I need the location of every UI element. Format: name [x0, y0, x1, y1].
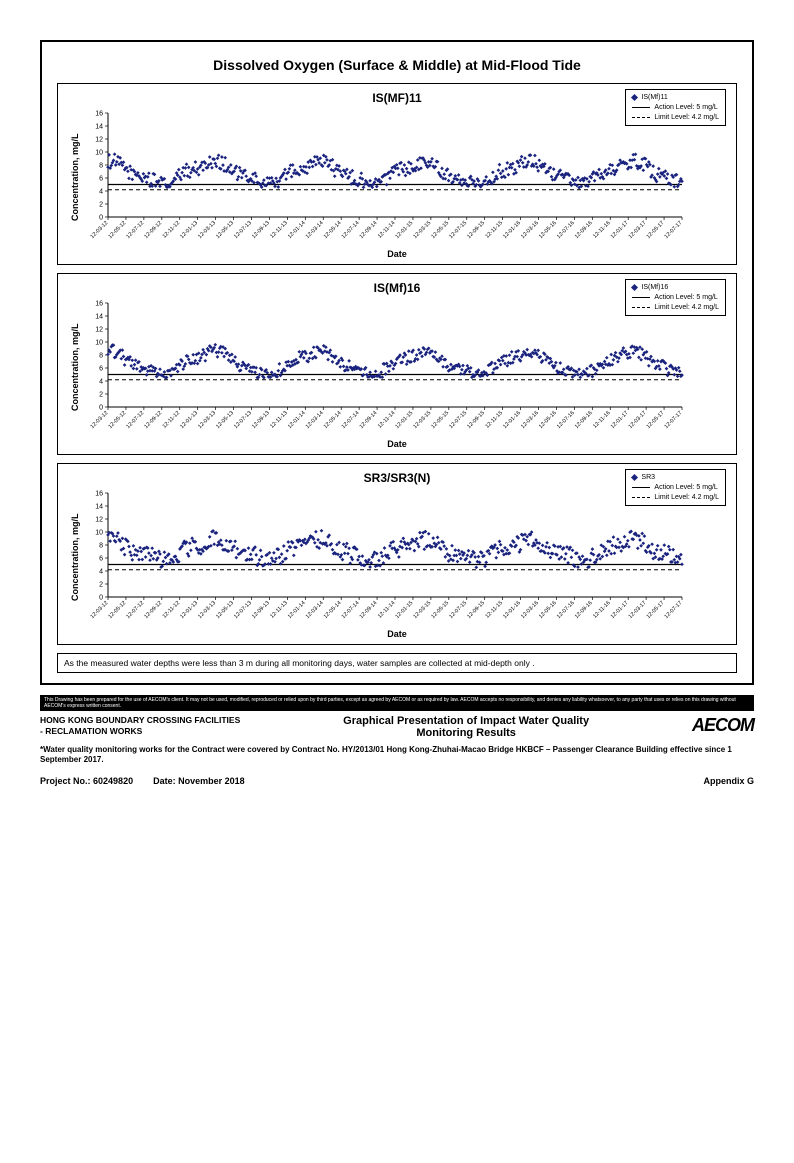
svg-text:12: 12	[95, 327, 103, 334]
footer-left: HONG KONG BOUNDARY CROSSING FACILITIES -…	[40, 715, 240, 737]
date-value: November 2018	[178, 776, 245, 786]
legend-series: IS(Mf)11	[632, 93, 719, 103]
svg-text:6: 6	[99, 556, 103, 563]
svg-text:10: 10	[95, 340, 103, 347]
legend-series: SR3	[632, 473, 719, 483]
depth-note: As the measured water depths were less t…	[57, 653, 737, 673]
legend-action-label: Action Level: 5 mg/L	[654, 483, 717, 493]
charts-container: IS(Mf)11 Action Level: 5 mg/L Limit Leve…	[57, 83, 737, 645]
legend-series-label: SR3	[641, 473, 655, 483]
svg-text:2: 2	[99, 582, 103, 589]
legend-action: Action Level: 5 mg/L	[632, 103, 719, 113]
x-axis-label: Date	[68, 249, 726, 259]
legend-limit: Limit Level: 4.2 mg/L	[632, 493, 719, 503]
solid-line-icon	[632, 107, 650, 108]
footer-title-2: Monitoring Results	[240, 727, 692, 739]
legend-action-label: Action Level: 5 mg/L	[654, 103, 717, 113]
svg-text:6: 6	[99, 176, 103, 183]
x-axis-label: Date	[68, 629, 726, 639]
diamond-icon	[631, 474, 638, 481]
svg-text:2: 2	[99, 202, 103, 209]
project-info: Project No.: 60249820 Date: November 201…	[40, 776, 245, 786]
project-no-label: Project No.:	[40, 776, 91, 786]
footer-facility-2: - RECLAMATION WORKS	[40, 726, 240, 737]
svg-text:12: 12	[95, 517, 103, 524]
footer-center: Graphical Presentation of Impact Water Q…	[240, 715, 692, 739]
legend-series-label: IS(Mf)16	[641, 283, 668, 293]
legend-action: Action Level: 5 mg/L	[632, 483, 719, 493]
legend-series-label: IS(Mf)11	[641, 93, 667, 103]
svg-text:16: 16	[95, 491, 103, 498]
svg-text:4: 4	[99, 189, 103, 196]
page-frame: Dissolved Oxygen (Surface & Middle) at M…	[40, 40, 754, 685]
date-label: Date:	[153, 776, 176, 786]
svg-text:2: 2	[99, 392, 103, 399]
svg-text:16: 16	[95, 301, 103, 308]
legend-action: Action Level: 5 mg/L	[632, 293, 719, 303]
svg-text:0: 0	[99, 595, 103, 602]
dash-line-icon	[632, 497, 650, 498]
solid-line-icon	[632, 487, 650, 488]
disclaimer-bar: This Drawing has been prepared for the u…	[40, 695, 754, 711]
y-axis-label: Concentration, mg/L	[68, 107, 80, 247]
footer-title-1: Graphical Presentation of Impact Water Q…	[240, 715, 692, 727]
project-no: 60249820	[93, 776, 133, 786]
svg-text:0: 0	[99, 215, 103, 222]
legend-box: IS(Mf)16 Action Level: 5 mg/L Limit Leve…	[625, 279, 726, 316]
svg-text:14: 14	[95, 314, 103, 321]
solid-line-icon	[632, 297, 650, 298]
svg-text:14: 14	[95, 504, 103, 511]
legend-box: SR3 Action Level: 5 mg/L Limit Level: 4.…	[625, 469, 726, 506]
plot-area: 0246810121416 12-03-1212-05-1212-07-1212…	[80, 297, 726, 437]
svg-text:4: 4	[99, 379, 103, 386]
diamond-icon	[631, 94, 638, 101]
svg-text:14: 14	[95, 124, 103, 131]
chart-block: IS(Mf)16 Action Level: 5 mg/L Limit Leve…	[57, 273, 737, 455]
dash-line-icon	[632, 117, 650, 118]
svg-text:10: 10	[95, 530, 103, 537]
y-axis-label: Concentration, mg/L	[68, 297, 80, 437]
legend-box: IS(Mf)11 Action Level: 5 mg/L Limit Leve…	[625, 89, 726, 126]
dash-line-icon	[632, 307, 650, 308]
legend-action-label: Action Level: 5 mg/L	[654, 293, 717, 303]
legend-limit-label: Limit Level: 4.2 mg/L	[654, 113, 719, 123]
svg-text:10: 10	[95, 150, 103, 157]
svg-text:8: 8	[99, 163, 103, 170]
svg-text:0: 0	[99, 405, 103, 412]
footnote: *Water quality monitoring works for the …	[40, 745, 754, 766]
x-axis-label: Date	[68, 439, 726, 449]
diamond-icon	[631, 284, 638, 291]
svg-text:8: 8	[99, 543, 103, 550]
chart-block: SR3 Action Level: 5 mg/L Limit Level: 4.…	[57, 463, 737, 645]
svg-text:12: 12	[95, 137, 103, 144]
footer: HONG KONG BOUNDARY CROSSING FACILITIES -…	[40, 715, 754, 786]
bottom-row: Project No.: 60249820 Date: November 201…	[40, 776, 754, 786]
legend-limit-label: Limit Level: 4.2 mg/L	[654, 493, 719, 503]
legend-series: IS(Mf)16	[632, 283, 719, 293]
svg-text:6: 6	[99, 366, 103, 373]
main-title: Dissolved Oxygen (Surface & Middle) at M…	[57, 57, 737, 73]
legend-limit: Limit Level: 4.2 mg/L	[632, 113, 719, 123]
legend-limit-label: Limit Level: 4.2 mg/L	[654, 303, 719, 313]
y-axis-label: Concentration, mg/L	[68, 487, 80, 627]
aecom-logo: AECOM	[692, 715, 754, 736]
svg-text:16: 16	[95, 111, 103, 118]
appendix-label: Appendix G	[703, 776, 754, 786]
footer-facility-1: HONG KONG BOUNDARY CROSSING FACILITIES	[40, 715, 240, 726]
plot-area: 0246810121416 12-03-1212-05-1212-07-1212…	[80, 107, 726, 247]
legend-limit: Limit Level: 4.2 mg/L	[632, 303, 719, 313]
svg-text:8: 8	[99, 353, 103, 360]
chart-block: IS(Mf)11 Action Level: 5 mg/L Limit Leve…	[57, 83, 737, 265]
svg-text:4: 4	[99, 569, 103, 576]
plot-area: 0246810121416 12-03-1212-05-1212-07-1212…	[80, 487, 726, 627]
